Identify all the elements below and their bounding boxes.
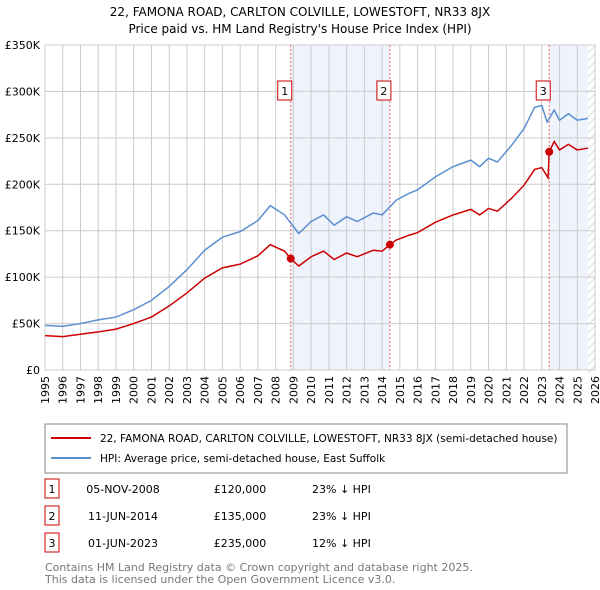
table-badge-1 <box>44 478 60 499</box>
x-tick-label: 2021 <box>500 376 513 404</box>
y-tick-label: £200K <box>5 178 41 191</box>
x-tick-label: 2012 <box>341 376 354 404</box>
sale-hpi-diff: 12% ↓ HPI <box>312 537 371 550</box>
x-tick-label: 2020 <box>483 376 496 404</box>
x-tick-label: 2018 <box>447 376 460 404</box>
x-tick-label: 2001 <box>145 376 158 404</box>
y-tick-label: £350K <box>5 39 41 52</box>
sale-price: £235,000 <box>214 537 267 550</box>
table-badge-label: 1 <box>49 483 56 496</box>
footer-licence: This data is licensed under the Open Gov… <box>44 573 395 586</box>
footer-copyright: Contains HM Land Registry data © Crown c… <box>45 561 473 574</box>
y-tick-label: £50K <box>12 318 41 331</box>
x-tick-label: 1996 <box>57 376 70 404</box>
sale-point-1 <box>286 254 295 263</box>
x-tick-label: 2022 <box>518 376 531 404</box>
table-badge-label: 3 <box>49 537 56 550</box>
forecast-region <box>587 45 595 370</box>
legend <box>44 423 568 474</box>
x-tick-label: 2005 <box>216 376 229 404</box>
x-tick-label: 2006 <box>234 376 247 404</box>
shaded-period-2 <box>549 45 595 370</box>
x-tick-label: 2007 <box>252 376 265 404</box>
x-tick-label: 1998 <box>92 376 105 404</box>
sale-price: £120,000 <box>214 483 267 496</box>
plot-border <box>44 44 596 371</box>
x-tick-label: 2025 <box>571 376 584 404</box>
x-tick-label: 2002 <box>163 376 176 404</box>
property-price-line <box>44 140 589 338</box>
chart-title: 22, FAMONA ROAD, CARLTON COLVILLE, LOWES… <box>110 5 490 19</box>
sale-price: £135,000 <box>214 510 267 523</box>
sale-badge-3 <box>535 80 551 101</box>
sale-point-3 <box>545 147 554 156</box>
sale-date: 11-JUN-2014 <box>88 510 158 523</box>
x-tick-label: 2011 <box>323 376 336 404</box>
x-tick-label: 2023 <box>536 376 549 404</box>
x-tick-label: 2026 <box>589 376 600 404</box>
x-tick-label: 1995 <box>39 376 52 404</box>
shaded-period-1 <box>290 45 390 370</box>
x-tick-label: 2000 <box>128 376 141 404</box>
x-tick-label: 2004 <box>199 376 212 404</box>
table-badge-label: 2 <box>49 510 56 523</box>
y-tick-label: £250K <box>5 132 41 145</box>
sale-badge-1 <box>277 80 293 101</box>
x-tick-label: 2008 <box>270 376 283 404</box>
y-tick-label: £300K <box>5 85 41 98</box>
table-badge-2 <box>44 505 60 526</box>
x-tick-label: 2017 <box>429 376 442 404</box>
y-tick-label: £100K <box>5 271 41 284</box>
x-tick-label: 1997 <box>74 376 87 404</box>
x-tick-label: 2014 <box>376 376 389 404</box>
hpi-line <box>44 104 589 328</box>
sale-badge-label: 2 <box>380 85 387 98</box>
x-tick-label: 2024 <box>554 376 567 404</box>
legend-label-hpi: HPI: Average price, semi-detached house,… <box>100 453 386 465</box>
sale-badge-label: 3 <box>540 85 547 98</box>
sale-badge-2 <box>376 80 392 101</box>
sale-date: 01-JUN-2023 <box>88 537 158 550</box>
chart-subtitle: Price paid vs. HM Land Registry's House … <box>128 22 471 36</box>
sale-hpi-diff: 23% ↓ HPI <box>312 483 371 496</box>
x-tick-label: 2015 <box>394 376 407 404</box>
sale-hpi-diff: 23% ↓ HPI <box>312 510 371 523</box>
x-tick-label: 2019 <box>465 376 478 404</box>
sale-point-2 <box>385 240 394 249</box>
x-tick-label: 2003 <box>181 376 194 404</box>
sale-date: 05-NOV-2008 <box>86 483 160 496</box>
x-tick-label: 2016 <box>412 376 425 404</box>
y-tick-label: £150K <box>5 225 41 238</box>
x-tick-label: 1999 <box>110 376 123 404</box>
x-tick-label: 2010 <box>305 376 318 404</box>
legend-label-property: 22, FAMONA ROAD, CARLTON COLVILLE, LOWES… <box>100 433 557 445</box>
x-tick-label: 2009 <box>287 376 300 404</box>
x-tick-label: 2013 <box>358 376 371 404</box>
y-tick-label: £0 <box>26 364 40 377</box>
sale-badge-label: 1 <box>281 85 288 98</box>
table-badge-3 <box>44 532 60 553</box>
